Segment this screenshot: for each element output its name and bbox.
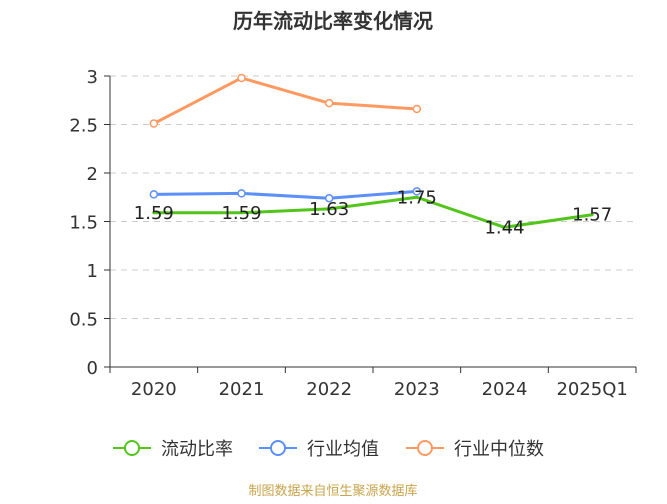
- x-tick-label: 2025Q1: [556, 379, 627, 400]
- y-tick-label: 2: [87, 164, 98, 185]
- y-tick-label: 1.5: [69, 213, 98, 234]
- data-point-2: [149, 119, 159, 128]
- y-tick-label: 1: [87, 261, 98, 282]
- x-tick-label: 2022: [306, 379, 352, 400]
- legend-item-2[interactable]: 行业中位数: [406, 439, 544, 460]
- data-label: 1.44: [484, 217, 524, 238]
- data-point-2: [412, 104, 422, 114]
- data-label: 1.57: [572, 205, 612, 226]
- legend-label: 行业均值: [307, 439, 379, 460]
- legend-marker: [124, 440, 140, 456]
- source-note: 制图数据来自恒生聚源数据库: [248, 483, 417, 499]
- chart-title: 历年流动比率变化情况: [233, 9, 433, 33]
- series-line-1: [152, 189, 419, 200]
- x-tick-label: 2020: [131, 379, 177, 400]
- data-point-2: [324, 98, 334, 108]
- data-label: 1.59: [134, 203, 174, 224]
- y-tick-label: 0.5: [69, 310, 98, 331]
- data-point-1: [412, 187, 422, 196]
- y-tick-label: 0: [87, 358, 98, 379]
- series-line-2: [152, 76, 419, 126]
- legend-item-0[interactable]: 流动比率: [113, 439, 233, 460]
- data-label: 1.63: [309, 199, 349, 220]
- legend-item-1[interactable]: 行业均值: [259, 439, 379, 460]
- data-point-1: [237, 189, 246, 198]
- x-tick-label: 2023: [394, 379, 440, 400]
- x-tick-label: 2021: [219, 379, 265, 400]
- data-point-2: [237, 73, 246, 83]
- legend-label: 行业中位数: [454, 439, 544, 460]
- x-tick-label: 2024: [482, 379, 528, 400]
- series-line-0: [152, 195, 594, 229]
- legend-marker: [270, 440, 286, 456]
- y-tick-label: 2.5: [69, 116, 98, 137]
- data-label: 1.59: [221, 203, 261, 224]
- data-point-1: [324, 193, 334, 203]
- data-point-1: [149, 190, 159, 199]
- data-label: 1.75: [397, 187, 437, 208]
- y-tick-label: 3: [87, 67, 98, 88]
- legend-label: 流动比率: [161, 439, 233, 460]
- legend-marker: [417, 440, 433, 456]
